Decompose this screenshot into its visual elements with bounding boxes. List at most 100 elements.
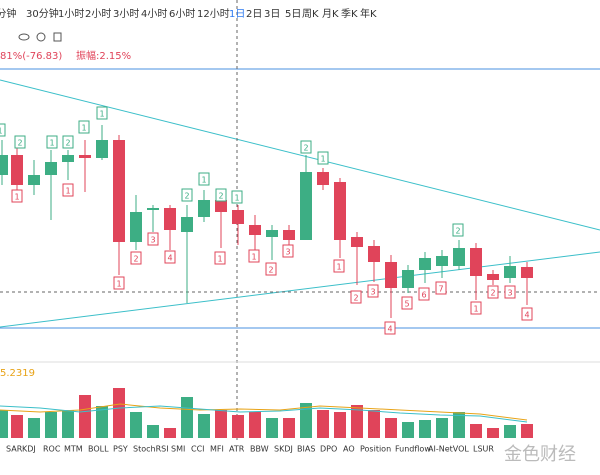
indicator-tab[interactable]: AI-NetVOL [428, 445, 469, 454]
candle-body [96, 140, 108, 158]
annotation-label: 3 [150, 236, 155, 245]
indicator-tab[interactable]: Fundflow [395, 445, 431, 454]
annotation-label: 3 [370, 288, 375, 297]
indicator-tab[interactable]: KDJ [22, 445, 36, 454]
candle-body [249, 225, 261, 235]
volume-bar [283, 418, 295, 438]
annotation-box [452, 223, 464, 237]
candle-body [79, 155, 91, 158]
candle-body [334, 182, 346, 240]
volume-bar [368, 410, 380, 438]
annotation-box [317, 151, 329, 165]
annotation-label: 1 [320, 155, 325, 164]
toolbar-icons[interactable] [18, 32, 62, 42]
amplitude-text: 振幅:2.15% [76, 49, 131, 62]
indicator-tab[interactable]: MFI [210, 445, 224, 454]
annotation-box [521, 307, 533, 321]
timeframe-tab[interactable]: 3小时 [113, 8, 139, 20]
indicator-tab[interactable]: ROC [43, 445, 61, 454]
timeframe-tab[interactable]: 季K [341, 8, 358, 20]
timeframe-tab[interactable]: 2小时 [85, 8, 111, 20]
indicator-tab[interactable]: Position [360, 445, 391, 454]
volume-bar [351, 405, 363, 438]
candle-body [368, 246, 380, 262]
annotation-box [487, 285, 499, 299]
candle-body [130, 212, 142, 242]
timeframe-tab[interactable]: 1小时 [58, 8, 84, 20]
volume-bar [79, 395, 91, 438]
annotation-box [231, 190, 243, 204]
indicator-tab[interactable]: DPO [320, 445, 337, 454]
indicator-tab[interactable]: PSY [113, 445, 128, 454]
candle-body [300, 172, 312, 240]
annotation-label: 3 [507, 289, 512, 298]
annotation-label: 1 [251, 253, 256, 262]
indicator-tab[interactable]: BIAS [297, 445, 315, 454]
annotation-label: 1 [65, 187, 70, 196]
timeframe-tab[interactable]: 3日 [264, 9, 280, 20]
annotation-box [300, 140, 312, 154]
annotation-label: 6 [421, 291, 426, 300]
volume-bar [334, 412, 346, 438]
candle-body [28, 175, 40, 185]
timeframe-tab[interactable]: 5分钟 [0, 7, 16, 20]
annotation-box [46, 135, 58, 149]
annotation-label: 4 [167, 254, 172, 263]
timeframe-tab[interactable]: 6小时 [169, 8, 195, 20]
indicator-tab[interactable]: SAR [6, 445, 23, 454]
annotation-label: 2 [303, 144, 308, 153]
annotation-label: 1 [81, 124, 86, 133]
candle-body [436, 256, 448, 266]
candle-body [215, 200, 227, 212]
volume-bar [0, 410, 8, 438]
timeframe-tab[interactable]: 1日 [229, 9, 245, 20]
timeframe-tab[interactable]: 12小时 [197, 8, 230, 20]
volume-bar [62, 410, 74, 438]
annotation-label: 1 [0, 127, 3, 136]
indicator-tab[interactable]: BBW [250, 445, 269, 454]
volume-bar [113, 388, 125, 438]
indicator-tab[interactable]: BOLL [88, 445, 109, 454]
timeframe-tab[interactable]: 年K [360, 7, 377, 20]
annotation-label: 1 [49, 139, 54, 148]
candle-body [521, 267, 533, 278]
timeframe-tab[interactable]: 30分钟 [26, 7, 59, 20]
annotation-box [14, 135, 26, 149]
indicator-tab[interactable]: MTM [64, 445, 83, 454]
annotation-box [504, 285, 516, 299]
candle-body [164, 208, 176, 230]
timeframe-tab[interactable]: 月K [322, 8, 339, 20]
annotation-label: 1 [14, 193, 19, 202]
annotation-label: 1 [99, 110, 104, 119]
annotation-box [11, 189, 23, 203]
candle-body [317, 172, 329, 185]
indicator-tab[interactable]: StochRSI [133, 445, 169, 454]
indicator-tab[interactable]: CCI [191, 445, 205, 454]
volume-bar [385, 418, 397, 438]
candle-body [198, 200, 210, 217]
timeframe-tab[interactable]: 4小时 [141, 8, 167, 20]
timeframe-tab[interactable]: 周K [302, 8, 319, 20]
annotation-box [282, 244, 294, 258]
candle-body [504, 266, 516, 278]
timeframe-tab[interactable]: 5日 [285, 9, 301, 20]
annotation-label: 2 [133, 255, 138, 264]
annotation-label: 1 [217, 255, 222, 264]
candle-body [0, 155, 8, 175]
volume-bar [470, 424, 482, 438]
candle-body [45, 162, 57, 175]
annotation-label: 2 [17, 139, 22, 148]
candle-body [266, 230, 278, 237]
indicator-tab[interactable]: ATR [229, 445, 245, 454]
indicator-tab[interactable]: AO [343, 445, 355, 454]
candle-body [351, 237, 363, 247]
candle-body [487, 274, 499, 280]
candle-body [453, 248, 465, 266]
candle-body [402, 270, 414, 288]
annotation-box [215, 188, 227, 202]
indicator-tab[interactable]: SMI [171, 445, 185, 454]
indicator-tab[interactable]: LSUR [473, 445, 494, 454]
volume-bar [164, 428, 176, 438]
timeframe-tab[interactable]: 2日 [246, 9, 262, 20]
indicator-tab[interactable]: SKDJ [274, 445, 293, 454]
